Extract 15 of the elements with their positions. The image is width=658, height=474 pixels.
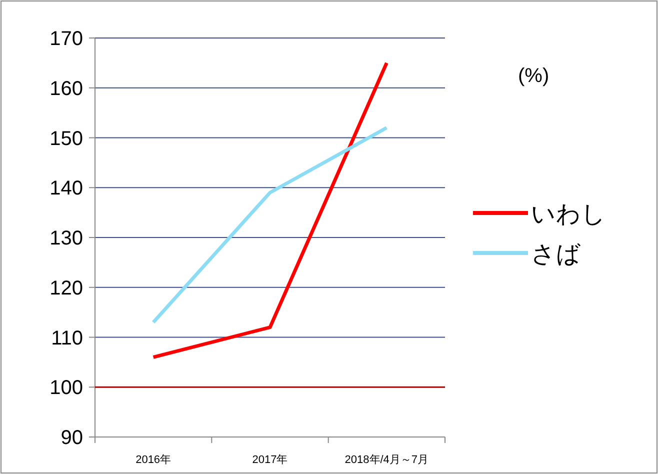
y-tick-label: 150 (50, 128, 83, 150)
x-tick-label: 2016年 (136, 454, 172, 466)
legend-label: いわし (531, 201, 606, 228)
x-tick-label: 2018年/4月～7月 (344, 454, 429, 466)
y-tick-label: 100 (50, 377, 83, 400)
text: (%) (518, 65, 550, 87)
y-tick-label: 170 (50, 28, 83, 50)
legend-label: さば (531, 241, 581, 268)
y-tick-label: 120 (50, 277, 83, 300)
y-tick-label: 130 (50, 228, 83, 250)
y-tick-label: 160 (50, 78, 83, 100)
x-tick-label: 2017年 (252, 454, 288, 466)
y-tick-label: 110 (51, 327, 83, 350)
y-tick-label: 140 (50, 178, 83, 200)
y-tick-label: 90 (60, 427, 83, 449)
